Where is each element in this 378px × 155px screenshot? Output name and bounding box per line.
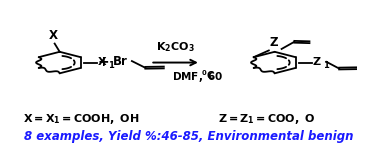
Text: 1: 1 (323, 61, 329, 70)
Text: $\mathbf{K_2CO_3}$: $\mathbf{K_2CO_3}$ (156, 40, 195, 54)
Text: Br: Br (112, 55, 127, 68)
Text: X: X (48, 29, 57, 42)
Text: $\mathbf{DMF,\ 60\ }$: $\mathbf{DMF,\ 60\ }$ (172, 70, 223, 84)
Text: $\mathbf{^0C}$: $\mathbf{^0C}$ (201, 68, 214, 82)
Text: X: X (98, 57, 107, 67)
Text: 8 examples, Yield %:46-85, Environmental benign: 8 examples, Yield %:46-85, Environmental… (24, 130, 354, 143)
Text: $\mathbf{X=X_1=COOH,\ OH}$: $\mathbf{X=X_1=COOH,\ OH}$ (23, 112, 139, 126)
Text: +: + (98, 55, 109, 69)
Text: 1: 1 (108, 61, 114, 70)
Text: $\mathbf{Z=Z_1=COO,\ O}$: $\mathbf{Z=Z_1=COO,\ O}$ (218, 112, 315, 126)
Text: Z: Z (270, 36, 278, 49)
Text: Z: Z (312, 57, 321, 67)
